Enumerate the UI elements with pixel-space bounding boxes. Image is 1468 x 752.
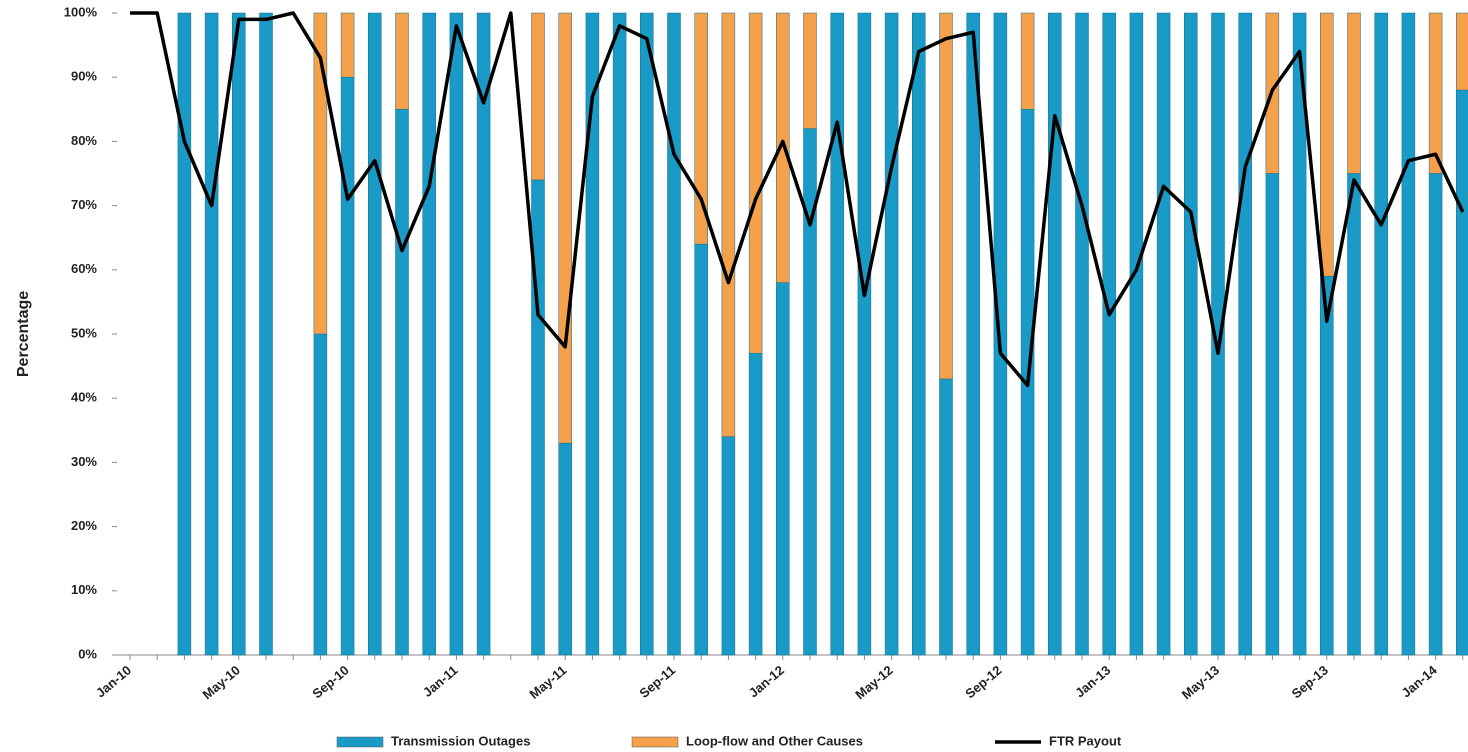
y-tick-label: 60% [71, 261, 97, 276]
bar-segment [748, 12, 763, 354]
bar-segment [721, 12, 736, 437]
bar-segment [368, 12, 382, 656]
bar-segment [476, 12, 491, 656]
bar-segment [1347, 12, 1361, 174]
bar-segment [884, 12, 899, 656]
x-tick-label: Jan-14 [1399, 662, 1441, 700]
bar-segment [1129, 12, 1144, 656]
bar-segment [1456, 12, 1468, 91]
bar-segment [1020, 12, 1035, 110]
bar-segment [776, 12, 790, 283]
bar-segment [939, 12, 953, 380]
bar-segment [1184, 12, 1198, 656]
bar-segment [204, 12, 219, 656]
bar-segment [1102, 12, 1116, 656]
y-tick-label: 70% [71, 197, 97, 212]
x-tick-label: Sep-13 [1289, 662, 1331, 701]
bar-segment [313, 12, 328, 335]
bar-segment [803, 12, 817, 129]
x-tick-label: Jan-11 [420, 662, 461, 700]
bar-segment [721, 436, 736, 656]
bar-segment [395, 12, 409, 110]
bar-segment [232, 12, 246, 656]
bar-segment [1265, 173, 1280, 656]
bar-segment [1374, 12, 1388, 656]
bar-segment [1456, 89, 1468, 656]
x-tick-label: Sep-12 [962, 662, 1004, 701]
y-tick-label: 10% [71, 582, 97, 597]
bar-segment [1156, 12, 1171, 656]
bar-segment [531, 12, 545, 181]
x-tick-label: Jan-13 [1072, 662, 1113, 700]
bar-segment [748, 353, 763, 656]
y-tick-label: 80% [71, 133, 97, 148]
y-axis-label: Percentage [15, 291, 32, 377]
bar-segment [1211, 12, 1225, 656]
bar-segment [1048, 12, 1062, 656]
legend-label: FTR Payout [1049, 733, 1122, 748]
x-tick-label: Sep-10 [309, 662, 351, 701]
x-tick-label: Jan-10 [93, 662, 134, 700]
bar-segment [912, 12, 926, 656]
bar-segment [422, 12, 436, 656]
bar-segment [1292, 12, 1307, 656]
bar-segment [340, 12, 355, 78]
bar-segment [177, 12, 192, 656]
bar-segment [939, 378, 953, 656]
x-tick-label: May-12 [852, 662, 895, 702]
legend-swatch [631, 736, 679, 748]
bar-segment [1428, 12, 1443, 174]
x-tick-label: Sep-11 [636, 662, 678, 700]
legend-swatch [336, 736, 384, 748]
x-tick-label: May-10 [200, 662, 243, 702]
bar-segment [1320, 275, 1334, 656]
bar-segment [667, 12, 681, 656]
bar-segment [340, 76, 355, 656]
bar-segment [640, 12, 654, 656]
bar-segment [1401, 12, 1416, 656]
bar-segment [449, 12, 464, 656]
y-tick-label: 50% [71, 325, 97, 340]
bar-segment [558, 12, 572, 444]
legend-label: Transmission Outages [391, 733, 530, 748]
bar-segment [395, 109, 409, 656]
bar-segment [1075, 12, 1089, 656]
x-tick-label: May-13 [1179, 662, 1222, 702]
x-tick-label: Jan-12 [746, 662, 787, 700]
bar-segment [313, 333, 328, 656]
y-tick-label: 90% [71, 69, 97, 84]
bar-segment [612, 12, 627, 656]
bar-segment [259, 12, 273, 656]
bar-segment [830, 12, 844, 656]
bar-segment [1428, 173, 1443, 656]
line-series [130, 11, 1465, 388]
y-tick-label: 0% [78, 646, 97, 661]
bar-segment [694, 12, 708, 245]
bar-segment [558, 442, 572, 656]
y-tick-label: 20% [71, 518, 97, 533]
bar-segment [1238, 12, 1252, 656]
bar-segment [1320, 12, 1334, 277]
bar-segment [585, 12, 600, 656]
bar-segment [776, 282, 790, 656]
y-tick-label: 100% [64, 4, 98, 19]
bar-segment [857, 12, 872, 656]
bar-segment [966, 12, 980, 656]
legend-label: Loop-flow and Other Causes [686, 733, 863, 748]
y-tick-label: 40% [71, 390, 97, 405]
x-tick-label: May-11 [526, 662, 569, 701]
y-tick-label: 30% [71, 454, 97, 469]
bar-segment [1347, 173, 1361, 656]
bar-segment [694, 243, 708, 656]
